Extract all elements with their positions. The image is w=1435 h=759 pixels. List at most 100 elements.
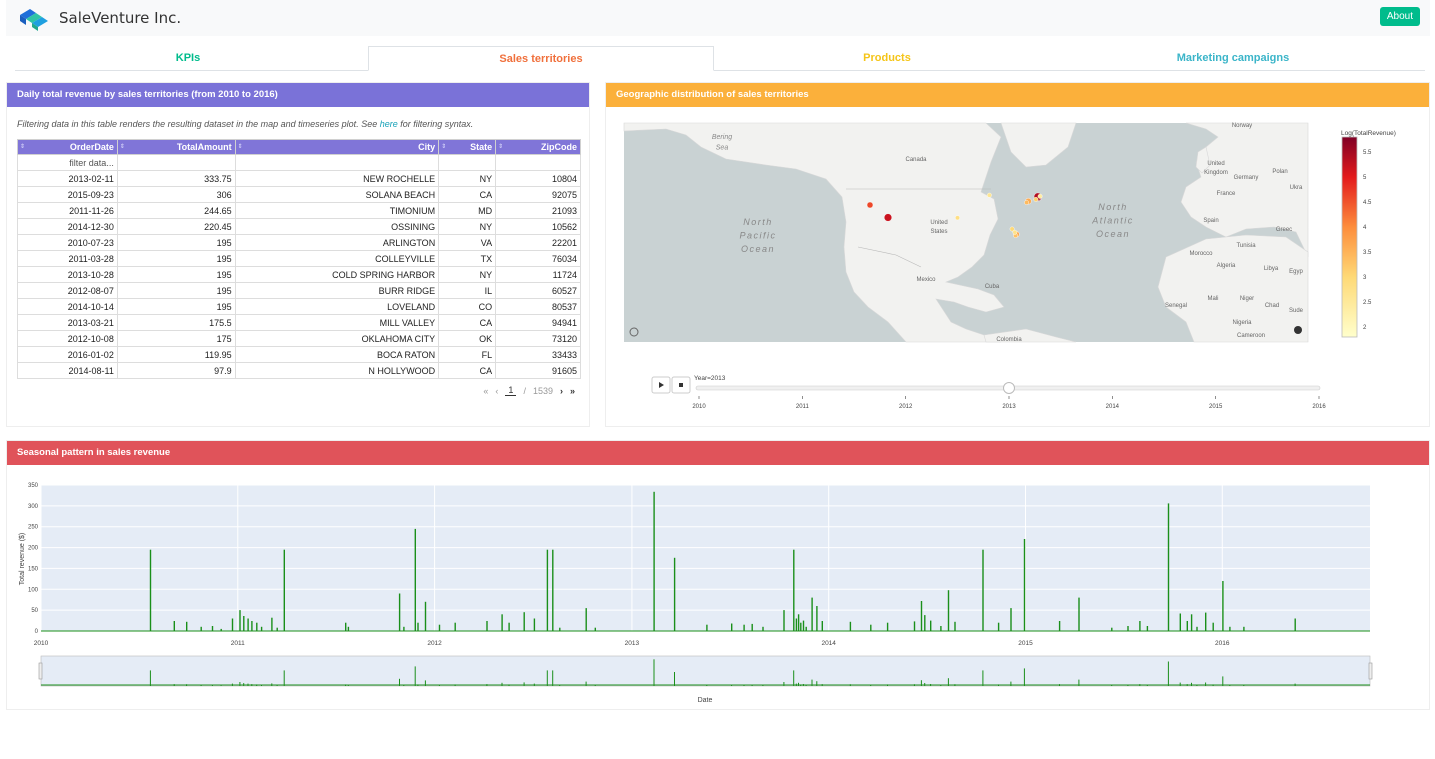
map-marker[interactable] xyxy=(866,201,874,209)
revenue-bar[interactable] xyxy=(924,615,926,631)
filter-cell[interactable] xyxy=(234,154,440,171)
table-cell[interactable]: LOVELAND xyxy=(234,298,440,315)
table-cell[interactable]: 195 xyxy=(116,266,236,283)
table-cell[interactable]: 2011-03-28 xyxy=(17,250,118,267)
range-slider[interactable] xyxy=(40,655,1371,687)
table-cell[interactable]: COLD SPRING HARBOR xyxy=(234,266,440,283)
map-marker[interactable] xyxy=(955,215,960,221)
revenue-bar[interactable] xyxy=(797,614,800,631)
sort-icon[interactable]: ⇕ xyxy=(498,144,504,150)
revenue-bar[interactable] xyxy=(811,597,813,631)
table-cell[interactable]: CA xyxy=(438,186,497,203)
table-cell[interactable]: 195 xyxy=(116,234,236,251)
table-cell[interactable]: CO xyxy=(438,298,497,315)
table-cell[interactable]: SOLANA BEACH xyxy=(234,186,440,203)
table-cell[interactable]: 2015-09-23 xyxy=(17,186,118,203)
revenue-bar[interactable] xyxy=(673,557,676,631)
table-cell[interactable]: 119.95 xyxy=(116,346,236,363)
revenue-bar[interactable] xyxy=(486,621,488,631)
revenue-bar[interactable] xyxy=(276,627,278,631)
filter-cell[interactable] xyxy=(116,154,236,171)
table-cell[interactable]: 2011-11-26 xyxy=(17,202,118,219)
table-cell[interactable]: 175 xyxy=(116,330,236,347)
tab-marketing-campaigns[interactable]: Marketing campaigns xyxy=(1060,46,1406,71)
table-cell[interactable]: MILL VALLEY xyxy=(234,314,440,331)
revenue-bar[interactable] xyxy=(653,491,655,631)
revenue-bar[interactable] xyxy=(414,528,416,631)
revenue-bar[interactable] xyxy=(398,593,401,632)
table-cell[interactable]: 91605 xyxy=(495,362,581,379)
table-cell[interactable]: N HOLLYWOOD xyxy=(234,362,440,379)
table-cell[interactable]: NY xyxy=(438,218,497,235)
revenue-bar[interactable] xyxy=(220,628,222,631)
table-cell[interactable]: MD xyxy=(438,202,497,219)
revenue-bar[interactable] xyxy=(546,549,549,631)
map-marker[interactable] xyxy=(884,213,893,222)
revenue-bar[interactable] xyxy=(438,624,441,631)
first-page-icon[interactable]: « xyxy=(483,385,489,396)
revenue-bar[interactable] xyxy=(805,626,807,631)
map-marker[interactable] xyxy=(1012,229,1018,235)
table-cell[interactable]: 2014-08-11 xyxy=(17,362,118,379)
revenue-bar[interactable] xyxy=(454,622,456,631)
table-cell[interactable]: 80537 xyxy=(495,298,581,315)
revenue-bar[interactable] xyxy=(417,622,419,631)
revenue-bar[interactable] xyxy=(1294,618,1296,632)
revenue-bar[interactable] xyxy=(954,621,956,631)
table-cell[interactable]: 2013-10-28 xyxy=(17,266,118,283)
column-header[interactable]: ⇕ ZipCode xyxy=(495,139,581,155)
revenue-bar[interactable] xyxy=(523,612,525,631)
revenue-bar[interactable] xyxy=(231,618,234,632)
table-cell[interactable]: 2010-07-23 xyxy=(17,234,118,251)
table-cell[interactable]: 333.75 xyxy=(116,170,236,187)
revenue-bar[interactable] xyxy=(1010,608,1012,631)
revenue-bar[interactable] xyxy=(821,621,823,631)
map-marker[interactable] xyxy=(1033,197,1039,202)
revenue-bar[interactable] xyxy=(1023,539,1026,631)
revenue-bar[interactable] xyxy=(762,626,764,631)
last-page-icon[interactable]: » xyxy=(569,385,575,396)
column-header[interactable]: ⇕ State xyxy=(438,139,497,155)
revenue-bar[interactable] xyxy=(997,622,1000,631)
table-cell[interactable]: 195 xyxy=(116,298,236,315)
revenue-bar[interactable] xyxy=(706,624,708,631)
table-cell[interactable]: OK xyxy=(438,330,497,347)
table-cell[interactable]: OKLAHOMA CITY xyxy=(234,330,440,347)
sort-icon[interactable]: ⇕ xyxy=(20,144,26,150)
table-cell[interactable]: CA xyxy=(438,314,497,331)
table-cell[interactable]: BOCA RATON xyxy=(234,346,440,363)
tab-sales-territories[interactable]: Sales territories xyxy=(368,46,714,71)
table-cell[interactable]: 2016-01-02 xyxy=(17,346,118,363)
sort-icon[interactable]: ⇕ xyxy=(441,144,447,150)
revenue-bar[interactable] xyxy=(211,626,214,631)
table-cell[interactable]: 175.5 xyxy=(116,314,236,331)
filter-syntax-link[interactable]: here xyxy=(379,119,398,129)
revenue-bar[interactable] xyxy=(743,624,745,631)
map-marker[interactable] xyxy=(1024,200,1029,205)
sort-icon[interactable]: ⇕ xyxy=(237,144,243,150)
current-page-input[interactable]: 1 xyxy=(505,385,517,396)
revenue-bar[interactable] xyxy=(1186,621,1188,631)
table-cell[interactable]: 2012-10-08 xyxy=(17,330,118,347)
revenue-bar[interactable] xyxy=(816,606,818,631)
territory-map[interactable]: Bering Sea Canada United States Mexico Cuba Col… xyxy=(606,107,1431,425)
revenue-bar[interactable] xyxy=(1212,622,1214,631)
table-cell[interactable]: TX xyxy=(438,250,497,267)
revenue-bar[interactable] xyxy=(424,601,427,631)
revenue-bar[interactable] xyxy=(800,622,802,631)
revenue-bar[interactable] xyxy=(795,618,798,632)
revenue-bar[interactable] xyxy=(1111,627,1113,631)
table-cell[interactable]: 306 xyxy=(116,186,236,203)
revenue-bar[interactable] xyxy=(1179,613,1181,632)
filter-cell[interactable] xyxy=(438,154,497,171)
table-cell[interactable]: 92075 xyxy=(495,186,581,203)
revenue-bar[interactable] xyxy=(173,621,175,631)
revenue-bar[interactable] xyxy=(243,616,245,631)
range-slider-left-handle[interactable] xyxy=(38,662,43,680)
table-cell[interactable]: 2012-08-07 xyxy=(17,282,118,299)
table-cell[interactable]: 73120 xyxy=(495,330,581,347)
table-cell[interactable]: 195 xyxy=(116,282,236,299)
revenue-bar[interactable] xyxy=(1196,626,1198,631)
table-cell[interactable]: FL xyxy=(438,346,497,363)
